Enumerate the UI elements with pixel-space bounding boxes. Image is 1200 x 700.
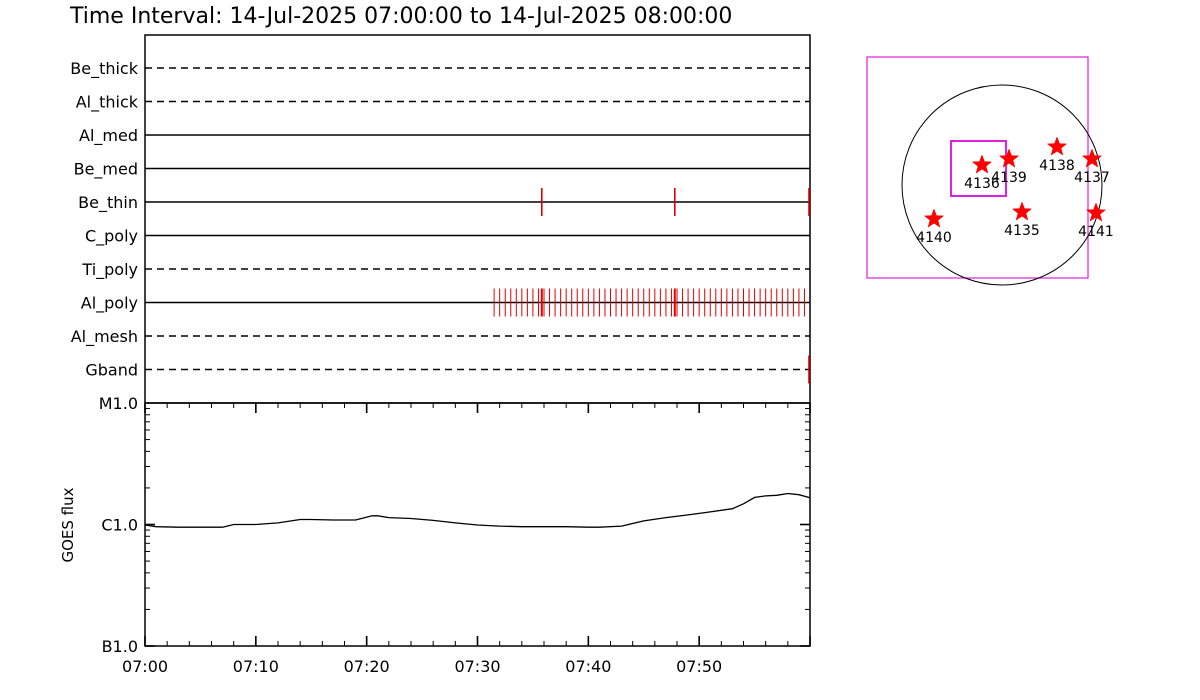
timeline-row-label: Al_thick [76, 93, 139, 113]
y-tick-label: C1.0 [101, 516, 138, 535]
active-region-star [1085, 202, 1107, 222]
active-region-label: 4139 [991, 170, 1027, 186]
active-region-label: 4136 [964, 176, 1000, 192]
timeline-row-label: Al_mesh [71, 327, 138, 347]
timeline-events [493, 188, 810, 384]
active-region-label: 4141 [1078, 224, 1114, 240]
y-tick-label: M1.0 [99, 394, 138, 413]
timeline-row-label: Ti_poly [81, 260, 138, 280]
active-region-star [923, 208, 945, 228]
x-tick-label: 07:40 [565, 657, 611, 676]
timeline-row-label: Be_med [74, 160, 138, 180]
x-tick-label: 07:30 [454, 657, 500, 676]
y-tick-label: B1.0 [102, 637, 138, 656]
timeline-row-label: Be_thick [70, 59, 138, 79]
target-box [950, 140, 1007, 197]
x-tick-label: 07:50 [676, 657, 722, 676]
goes-tick-labels: 07:00 07:10 07:20 07:30 07:40 07:50 B1.0 C1.0 M1… [99, 394, 722, 676]
solar-disk [901, 84, 1103, 286]
active-region-label: 4140 [916, 230, 952, 246]
goes-flux-panel [144, 402, 811, 647]
figure-title: Time Interval: 14-Jul-2025 07:00:00 to 1… [69, 4, 732, 29]
active-region-star [1081, 148, 1103, 168]
x-tick-label: 07:10 [233, 657, 279, 676]
goes-ylabel: GOES flux [59, 487, 77, 562]
active-region-star [998, 148, 1020, 168]
timeline-panel [144, 34, 811, 404]
timeline-row-label: Be_thin [78, 193, 138, 213]
active-region-label: 4138 [1039, 158, 1075, 174]
timeline-row-labels: Be_thick Al_thick Al_med Be_med Be_thin C_pol… [70, 59, 138, 380]
timeline-row-label: C_poly [85, 227, 138, 247]
x-tick-label: 07:20 [344, 657, 390, 676]
active-region-star [1011, 201, 1033, 221]
active-region-label: 4135 [1004, 223, 1040, 239]
active-region-star [1046, 136, 1068, 156]
timeline-frame [144, 34, 811, 404]
goes-flux-line [144, 492, 811, 528]
timeline-row-label: Al_poly [81, 294, 138, 314]
active-region-label: 4137 [1074, 170, 1110, 186]
field-of-view-box [866, 56, 1089, 279]
timeline-row-label: Gband [85, 361, 138, 380]
timeline-row-label: Al_med [79, 126, 138, 146]
active-region-star [971, 154, 993, 174]
x-tick-label: 07:00 [122, 657, 168, 676]
